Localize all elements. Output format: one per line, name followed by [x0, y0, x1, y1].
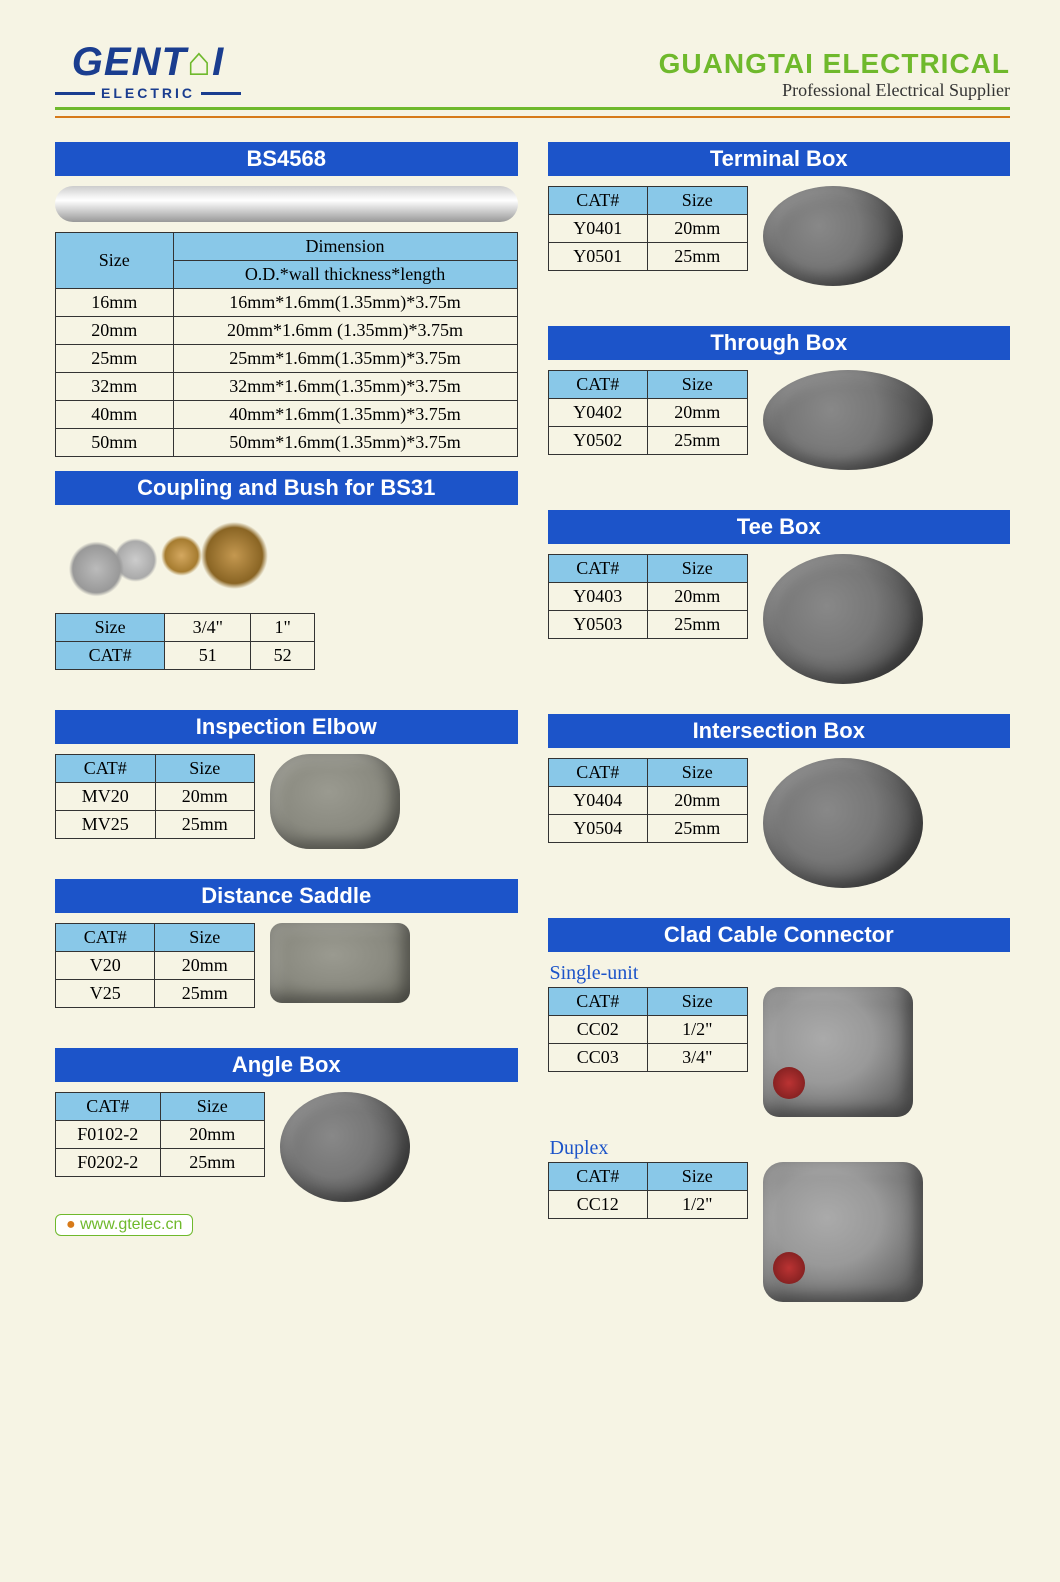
- tagline: Professional Electrical Supplier: [659, 80, 1010, 101]
- bs4568-pipe-image: [55, 186, 518, 222]
- table-row: CC121/2": [548, 1191, 747, 1219]
- angle-header: Angle Box: [55, 1048, 518, 1082]
- saddle-header: Distance Saddle: [55, 879, 518, 913]
- table-row: V2020mm: [56, 952, 255, 980]
- bs4568-header: BS4568: [55, 142, 518, 176]
- through-image: [763, 370, 933, 470]
- table-row: MV2020mm: [56, 783, 255, 811]
- bs4568-size-header: Size: [56, 233, 174, 289]
- table-row: Y040220mm: [548, 399, 747, 427]
- logo-subtext: ELECTRIC: [55, 85, 241, 101]
- clad-header: Clad Cable Connector: [548, 918, 1011, 952]
- logo-text: GENT⌂I: [72, 40, 224, 85]
- clad-single-table: CAT#Size CC021/2" CC033/4": [548, 987, 748, 1072]
- clad-single-image: [763, 987, 913, 1117]
- intersection-table: CAT#Size Y040420mm Y050425mm: [548, 758, 748, 843]
- table-row: Y040420mm: [548, 787, 747, 815]
- through-table: CAT#Size Y040220mm Y050225mm: [548, 370, 748, 455]
- coupling-header: Coupling and Bush for BS31: [55, 471, 518, 505]
- table-row: V2525mm: [56, 980, 255, 1008]
- table-row: CC021/2": [548, 1016, 747, 1044]
- coupling-table: Size3/4"1" CAT#5152: [55, 613, 315, 670]
- brand-logo: GENT⌂I ELECTRIC: [55, 40, 241, 101]
- table-row: Y050425mm: [548, 815, 747, 843]
- angle-table: CAT#Size F0102-220mm F0202-225mm: [55, 1092, 265, 1177]
- intersection-image: [763, 758, 923, 888]
- table-row: Y040320mm: [548, 583, 747, 611]
- green-divider: [55, 107, 1010, 110]
- page-header: GENT⌂I ELECTRIC GUANGTAI ELECTRICAL Prof…: [55, 40, 1010, 101]
- single-unit-label: Single-unit: [550, 962, 1011, 985]
- intersection-header: Intersection Box: [548, 714, 1011, 748]
- bs4568-table: Size Dimension O.D.*wall thickness*lengt…: [55, 232, 518, 457]
- company-block: GUANGTAI ELECTRICAL Professional Electri…: [659, 48, 1010, 101]
- elbow-header: Inspection Elbow: [55, 710, 518, 744]
- terminal-header: Terminal Box: [548, 142, 1011, 176]
- table-row: 16mm16mm*1.6mm(1.35mm)*3.75m: [56, 289, 518, 317]
- bs4568-dim-header: Dimension: [173, 233, 517, 261]
- table-row: 32mm32mm*1.6mm(1.35mm)*3.75m: [56, 373, 518, 401]
- duplex-label: Duplex: [550, 1137, 1011, 1160]
- through-header: Through Box: [548, 326, 1011, 360]
- clad-duplex-image: [763, 1162, 923, 1302]
- table-row: Y050325mm: [548, 611, 747, 639]
- coupling-image: [55, 515, 285, 605]
- table-row: F0102-220mm: [56, 1121, 265, 1149]
- table-row: F0202-225mm: [56, 1149, 265, 1177]
- terminal-table: CAT#Size Y040120mm Y050125mm: [548, 186, 748, 271]
- url-badge: www.gtelec.cn: [55, 1214, 193, 1236]
- table-row: 20mm20mm*1.6mm (1.35mm)*3.75m: [56, 317, 518, 345]
- left-column: BS4568 Size Dimension O.D.*wall thicknes…: [55, 128, 518, 1302]
- tee-table: CAT#Size Y040320mm Y050325mm: [548, 554, 748, 639]
- table-row: 40mm40mm*1.6mm(1.35mm)*3.75m: [56, 401, 518, 429]
- company-name: GUANGTAI ELECTRICAL: [659, 48, 1010, 80]
- bs4568-dim-subheader: O.D.*wall thickness*length: [173, 261, 517, 289]
- clad-duplex-table: CAT#Size CC121/2": [548, 1162, 748, 1219]
- table-row: Y040120mm: [548, 215, 747, 243]
- saddle-image: [270, 923, 410, 1003]
- table-row: 50mm50mm*1.6mm(1.35mm)*3.75m: [56, 429, 518, 457]
- table-row: MV2525mm: [56, 811, 255, 839]
- table-row: 25mm25mm*1.6mm(1.35mm)*3.75m: [56, 345, 518, 373]
- terminal-image: [763, 186, 903, 286]
- tee-header: Tee Box: [548, 510, 1011, 544]
- saddle-table: CAT#Size V2020mm V2525mm: [55, 923, 255, 1008]
- angle-image: [280, 1092, 410, 1202]
- table-row: Y050225mm: [548, 427, 747, 455]
- orange-divider: [55, 116, 1010, 118]
- elbow-table: CAT#Size MV2020mm MV2525mm: [55, 754, 255, 839]
- tee-image: [763, 554, 923, 684]
- elbow-image: [270, 754, 400, 849]
- right-column: Terminal Box CAT#Size Y040120mm Y050125m…: [548, 128, 1011, 1302]
- table-row: Y050125mm: [548, 243, 747, 271]
- table-row: CC033/4": [548, 1044, 747, 1072]
